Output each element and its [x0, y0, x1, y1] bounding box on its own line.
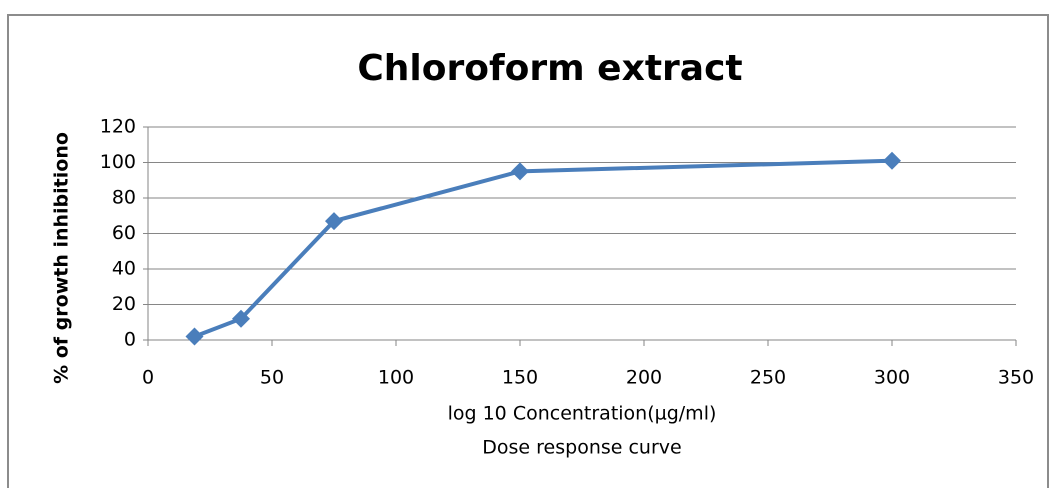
chart-title: Chloroform extract — [357, 48, 742, 89]
x-tick-label: 350 — [998, 367, 1034, 389]
x-axis-label: log 10 Concentration(µg/ml) — [448, 403, 717, 425]
y-tick-label: 100 — [100, 151, 136, 173]
data-point — [325, 212, 343, 231]
x-tick-label: 300 — [874, 367, 910, 389]
chart-frame — [7, 14, 1049, 488]
y-tick-label: 0 — [124, 329, 136, 351]
y-tick-label: 120 — [100, 116, 136, 138]
x-tick-label: 100 — [378, 367, 414, 389]
data-point — [883, 151, 901, 170]
x-tick-label: 200 — [626, 367, 662, 389]
y-axis-label: % of growth inhibitiono — [51, 132, 73, 384]
x-tick-label: 150 — [502, 367, 538, 389]
data-point — [511, 162, 529, 181]
x-tick-label: 0 — [142, 367, 154, 389]
y-tick-label: 60 — [112, 222, 136, 244]
data-point — [232, 309, 250, 328]
y-tick-label: 20 — [112, 293, 136, 315]
x-tick-label: 250 — [750, 367, 786, 389]
x-tick-label: 50 — [260, 367, 284, 389]
subtitle: Dose response curve — [482, 437, 681, 459]
y-tick-label: 80 — [112, 187, 136, 209]
data-point — [185, 327, 204, 346]
y-tick-label: 40 — [112, 258, 136, 280]
